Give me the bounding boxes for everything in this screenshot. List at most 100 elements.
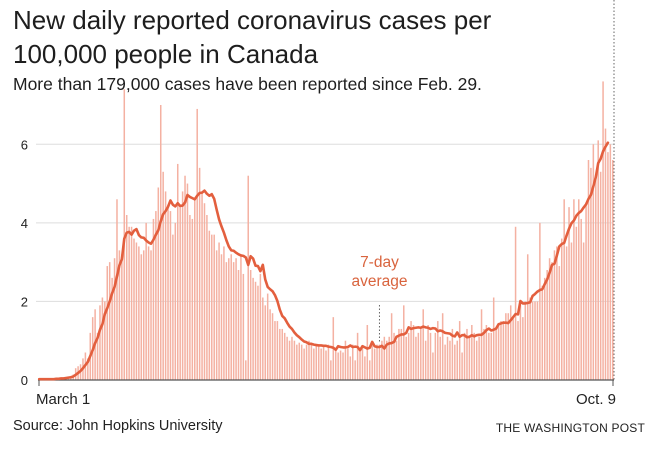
bar [507,313,510,380]
bar [315,344,318,380]
bar [568,207,570,380]
bar [320,348,322,380]
bar [135,242,138,380]
bar [271,313,274,380]
bar [526,254,529,380]
bar [546,270,548,380]
bar [604,128,607,380]
bar [176,163,179,380]
bar [536,301,539,380]
bar [203,203,206,380]
bar [223,246,225,380]
x-tick-label: March 1 [36,391,90,408]
bar [519,305,522,380]
bar [313,348,315,380]
bar [230,254,232,380]
bar [330,360,332,380]
bar [300,344,303,380]
bar [155,211,157,380]
bar [558,266,561,380]
bar [281,328,284,380]
bar [247,175,249,380]
bar [228,258,230,380]
bar [104,301,106,380]
bar [475,340,478,380]
bar [96,332,99,380]
bar [539,222,541,380]
bar [458,321,461,380]
bar [359,348,361,380]
bar [437,321,439,380]
bar [164,191,167,380]
bar [111,277,113,380]
chart-title: New daily reported coronavirus cases per… [13,5,492,69]
bar [609,144,612,380]
bar [106,266,109,380]
bar [147,246,150,380]
bar [505,313,507,380]
bar [427,325,429,380]
bar [249,270,252,380]
bar [560,238,563,380]
bar [215,250,218,380]
bar [189,215,191,380]
bar [325,350,327,380]
bar [553,250,556,380]
bar [602,81,604,381]
bar [366,325,369,380]
bar [422,309,424,380]
bar [235,258,237,380]
bar [140,254,143,380]
bar [592,144,595,380]
bar [259,273,262,380]
bar [237,270,240,380]
bar [142,250,145,380]
bar [563,199,565,380]
y-tick-label: 6 [21,137,28,152]
bar [456,340,458,380]
bar [432,352,434,380]
bar [444,344,446,380]
bar [403,305,405,380]
bar [317,346,320,380]
bar [383,336,386,380]
bar [252,277,254,380]
bar [573,199,575,380]
bar [113,258,116,380]
bar [454,344,456,380]
bar [240,254,242,380]
bar [500,321,502,380]
bar [407,332,410,380]
bar [322,344,325,380]
bar [101,297,104,380]
bar [87,358,89,380]
bar [116,199,118,380]
bar [565,246,568,380]
bar [424,340,427,380]
bar [446,336,449,380]
bar [556,246,558,380]
bar [502,321,505,380]
bar [245,360,247,380]
bar [395,340,398,380]
bar [410,321,412,380]
bar [291,336,293,380]
bar [509,305,512,380]
bar [133,238,135,380]
bar [405,336,407,380]
bar [376,344,378,380]
bar [415,336,417,380]
bar [347,348,349,380]
x-tick-label: Oct. 9 [576,391,616,408]
bar [172,234,174,380]
bar [308,340,310,380]
bar [298,342,301,380]
bar [194,199,196,380]
bar [449,340,451,380]
bar [128,226,130,380]
bar [441,313,444,380]
bar [196,108,198,381]
bar [373,348,376,380]
bar [468,336,471,380]
bar [388,336,390,380]
